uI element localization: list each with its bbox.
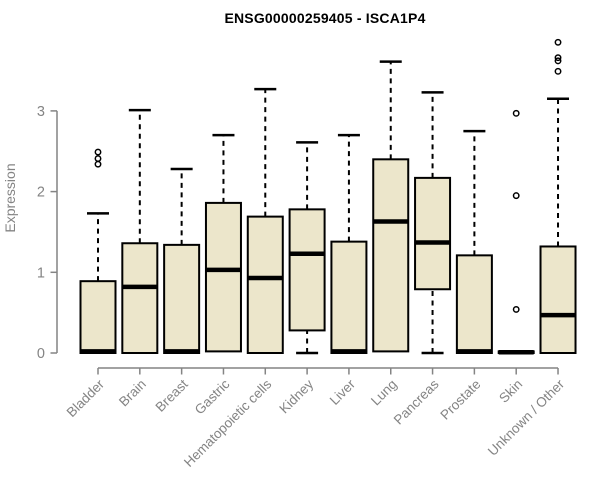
x-category-label: Gastric — [192, 376, 233, 417]
outlier-point — [554, 38, 562, 46]
iqr-box — [121, 242, 159, 354]
x-category-label: Unknown / Other — [485, 376, 568, 459]
boxplot-1 — [121, 108, 159, 354]
boxplot-7 — [372, 60, 410, 353]
boxplot-11 — [539, 38, 577, 354]
boxplot-5 — [288, 141, 326, 355]
outlier-point — [512, 109, 520, 117]
iqr-box — [163, 243, 201, 354]
x-category-label: Prostate — [437, 377, 483, 423]
iqr-box — [539, 245, 577, 354]
y-tick-label: 1 — [37, 265, 45, 281]
outlier-point — [94, 148, 102, 156]
x-category-label: Skin — [496, 377, 525, 406]
boxplot-8 — [414, 91, 452, 355]
boxplot-2 — [163, 167, 201, 354]
iqr-box — [414, 176, 452, 291]
chart-title: ENSG00000259405 - ISCA1P4 — [224, 10, 426, 26]
outlier-point — [554, 54, 562, 62]
outlier-point — [554, 57, 562, 65]
y-axis-title: Expression — [2, 163, 18, 233]
outlier-point — [94, 155, 102, 162]
boxplot-6 — [330, 133, 368, 354]
boxplot-0 — [79, 148, 117, 354]
iqr-box — [288, 208, 326, 332]
iqr-box — [372, 158, 410, 353]
outlier-point — [94, 160, 102, 168]
boxplot-3 — [204, 133, 242, 353]
iqr-box — [330, 240, 368, 354]
boxplot-9 — [455, 129, 493, 354]
outlier-point — [512, 192, 520, 200]
x-category-label: Pancreas — [391, 376, 442, 427]
x-category-label: Lung — [368, 377, 400, 409]
x-category-label: Breast — [153, 376, 191, 414]
y-tick-label: 3 — [37, 104, 45, 120]
boxplot-10 — [497, 109, 535, 355]
x-category-label: Liver — [327, 376, 359, 408]
boxplot-4 — [246, 87, 284, 354]
outlier-point — [554, 67, 562, 75]
iqr-box — [79, 280, 117, 354]
x-category-label: Bladder — [64, 376, 108, 420]
iqr-box — [246, 215, 284, 354]
x-category-label: Brain — [116, 377, 149, 410]
y-tick-label: 0 — [37, 346, 45, 362]
y-tick-label: 2 — [37, 185, 45, 201]
iqr-box — [204, 201, 242, 353]
x-category-label: Kidney — [276, 376, 316, 416]
outlier-point — [512, 305, 520, 313]
iqr-box — [455, 254, 493, 354]
